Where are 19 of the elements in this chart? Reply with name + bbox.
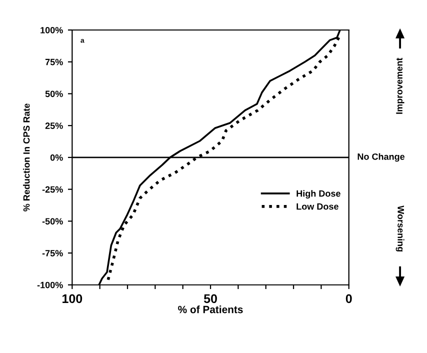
y-tick-label: -25%	[42, 186, 63, 193]
ref-line-label: No Change	[358, 153, 405, 162]
text: Worsening	[396, 206, 404, 252]
y-tick-label: -75%	[42, 250, 63, 256]
x-tick-label: 50	[204, 294, 217, 304]
legend-label: High Dose	[296, 190, 340, 199]
y-tick-label: 75%	[45, 58, 63, 66]
text: Improvement	[396, 58, 404, 114]
y-tick-label: 50%	[45, 90, 63, 98]
legend-label: Low Dose	[296, 203, 338, 210]
y-tick-label: 25%	[45, 122, 63, 129]
x-tick-label: 100	[62, 294, 82, 304]
y-tick-label: 100%	[40, 26, 63, 34]
x-tick-label: 0	[346, 294, 352, 304]
x-axis-title: % of Patients	[178, 306, 243, 314]
y-tick-label: -50%	[42, 218, 63, 225]
y-axis-title: % Reduction In CPS Rate	[23, 104, 30, 212]
y-tick-label: 0%	[50, 154, 63, 161]
y-tick-label: -100%	[37, 282, 63, 288]
